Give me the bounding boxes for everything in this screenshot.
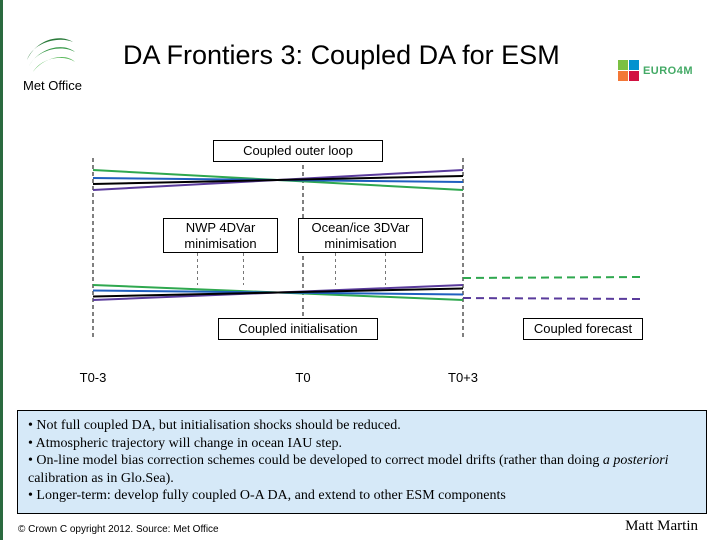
slide-title: DA Frontiers 3: Coupled DA for ESM [123,40,683,71]
box-nwp-4dvar: NWP 4DVar minimisation [163,218,278,253]
euro4m-squares-icon [618,60,639,81]
author-name: Matt Martin [625,518,698,535]
box-coupled-forecast: Coupled forecast [523,318,643,340]
box-ocean-3dvar: Ocean/ice 3DVar minimisation [298,218,423,253]
copyright-footer: © Crown C opyright 2012. Source: Met Off… [18,524,219,535]
met-office-text: Met Office [23,78,82,93]
box-coupled-init: Coupled initialisation [218,318,378,340]
notes-box: • Not full coupled DA, but initialisatio… [17,410,707,514]
time-label-t0-plus-3: T0+3 [448,370,478,385]
euro4m-text: EURO4M [643,65,693,77]
met-office-swirl-icon [23,30,77,74]
met-office-logo: Met Office [23,30,82,93]
box-coupled-outer-loop: Coupled outer loop [213,140,383,162]
time-label-t0: T0 [295,370,310,385]
time-label-t0-minus-3: T0-3 [80,370,107,385]
euro4m-logo: EURO4M [618,60,693,81]
coupled-da-diagram: Coupled outer loop NWP 4DVar minimisatio… [43,140,663,390]
